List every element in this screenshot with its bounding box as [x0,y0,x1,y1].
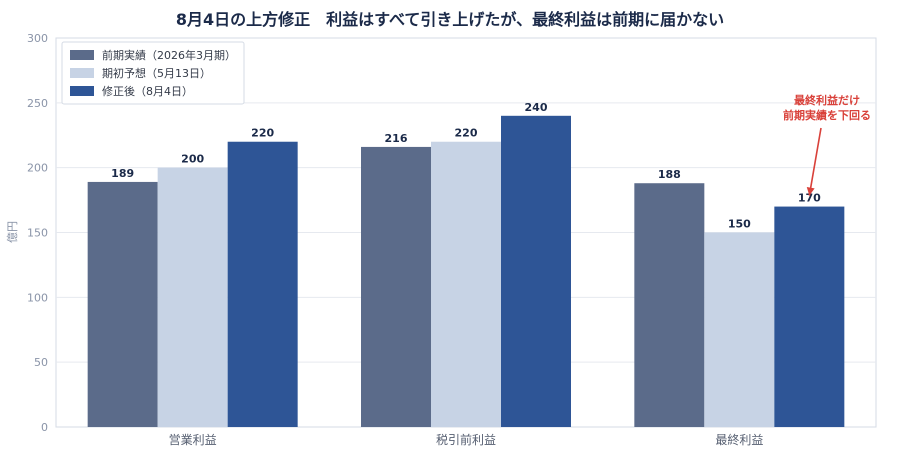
bar [87,181,158,427]
labels-layer: 189 200 220 216 220 240 188 150 170 [111,101,821,231]
bar [227,141,298,427]
data-label: 150 [728,218,751,231]
bar [431,141,501,427]
chart-title: 8月4日の上方修正 利益はすべて引き上げたが、最終利益は前期に届かない [175,10,725,29]
y-tick-label: 50 [34,356,48,369]
legend-swatch [70,86,94,96]
bar [157,167,228,427]
x-tick-label: 税引前利益 [436,432,496,447]
y-axis-label: 億円 [6,221,19,243]
bar [361,146,431,428]
y-tick-label: 150 [27,227,48,240]
annotation-arrow [808,127,822,196]
annotation-text: 最終利益だけ [794,93,860,107]
bars-layer [87,115,845,428]
y-tick-label: 250 [27,97,48,110]
y-tick-label: 200 [27,162,48,175]
annotation-arrowhead [806,187,815,196]
legend-box [61,41,245,105]
data-label: 189 [111,167,134,180]
legend-swatch [70,50,94,60]
legend-label: 前期実績（2026年3月期） [102,48,236,62]
y-tick-label: 0 [41,421,48,434]
data-label: 240 [525,101,548,114]
bar [704,232,775,427]
data-label: 216 [385,132,408,145]
bar [501,115,571,428]
legend-label: 期初予想（5月13日） [102,66,211,80]
legend: 前期実績（2026年3月期） 期初予想（5月13日） 修正後（8月4日） [61,41,245,105]
data-label: 200 [181,153,204,166]
x-tick-label: 営業利益 [169,433,217,447]
legend-label: 修正後（8月4日） [102,84,193,98]
data-label: 220 [455,127,478,140]
data-label: 188 [658,168,681,181]
y-tick-label: 300 [27,32,48,45]
y-tick-label: 100 [27,291,48,304]
data-label: 170 [798,192,821,205]
bar [634,183,705,427]
bar [774,206,845,427]
legend-swatch [70,68,94,78]
annotation-text: 前期実績を下回る [783,108,871,122]
x-tick-label: 最終利益 [715,432,763,447]
data-label: 220 [251,127,274,140]
axis-layer: 0 50 100 150 200 250 300 営業利益 税引前利益 最終利益 [27,32,763,447]
